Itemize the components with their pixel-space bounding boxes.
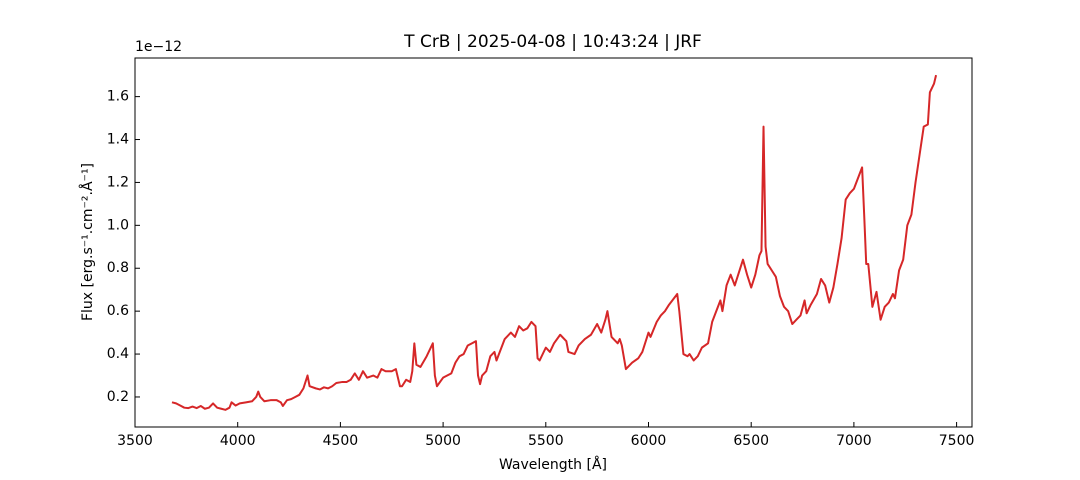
y-tick-label: 0.4: [107, 346, 129, 362]
y-tick-label: 0.6: [107, 303, 129, 319]
x-tick-label: 5000: [425, 433, 461, 449]
y-axis-label: Flux [erg.s⁻¹.cm⁻².Å⁻¹]: [79, 163, 96, 321]
y-tick-label: 1.2: [107, 174, 129, 190]
x-tick-label: 5500: [528, 433, 564, 449]
x-tick-label: 4500: [323, 433, 359, 449]
x-tick-label: 6000: [631, 433, 667, 449]
x-tick-label: 4000: [220, 433, 256, 449]
y-tick-label: 1.0: [107, 217, 129, 233]
y-tick-label: 0.2: [107, 389, 129, 405]
y-tick-label: 1.6: [107, 89, 129, 105]
y-tick-label: 1.4: [107, 132, 129, 148]
data-line: [171, 74, 938, 411]
x-axis-label: Wavelength [Å]: [499, 456, 607, 473]
x-tick-label: 3500: [117, 433, 153, 449]
y-tick-label: 0.8: [107, 260, 129, 276]
plot-frame: [134, 57, 973, 428]
x-tick-label: 7500: [939, 433, 975, 449]
y-offset-text: 1e−12: [135, 39, 182, 55]
x-tick-label: 7000: [836, 433, 872, 449]
x-tick-label: 6500: [733, 433, 769, 449]
chart-title: T CrB | 2025-04-08 | 10:43:24 | JRF: [403, 32, 702, 52]
